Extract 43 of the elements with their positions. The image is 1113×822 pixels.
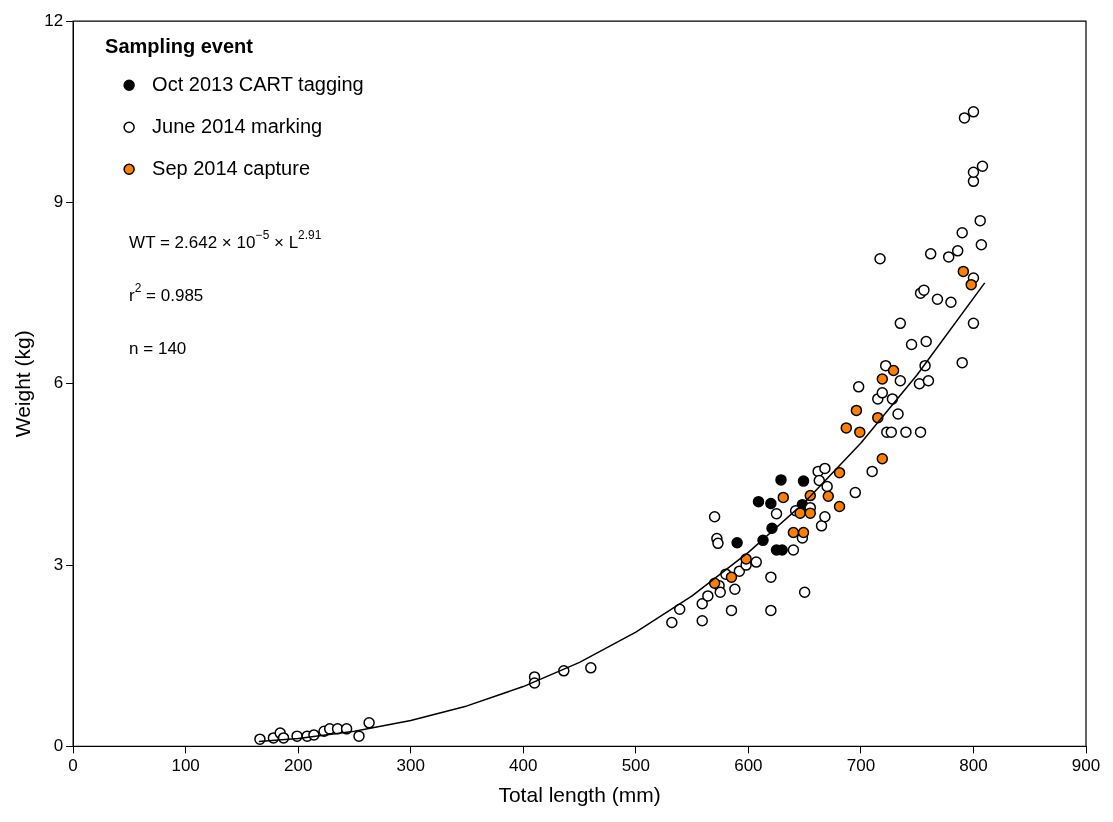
point bbox=[777, 491, 790, 504]
x-tick-label: 0 bbox=[68, 756, 78, 776]
point bbox=[797, 475, 810, 487]
y-tick-label: 12 bbox=[44, 10, 64, 30]
point bbox=[765, 497, 777, 510]
x-tick-label: 400 bbox=[509, 756, 538, 776]
x-tick-label: 900 bbox=[1071, 756, 1101, 776]
legend-label: Oct 2013 CART tagging bbox=[152, 72, 364, 95]
legend-label: June 2014 marking bbox=[152, 114, 323, 137]
legend-title: Sampling event bbox=[105, 34, 254, 57]
point bbox=[876, 373, 889, 385]
x-tick-label: 300 bbox=[396, 756, 425, 776]
point bbox=[957, 265, 970, 278]
point bbox=[731, 536, 743, 549]
point bbox=[775, 474, 787, 486]
y-axis-title: Weight (kg) bbox=[11, 330, 35, 438]
point bbox=[797, 526, 810, 539]
y-tick-label: 9 bbox=[53, 192, 64, 212]
y-tick-label: 0 bbox=[53, 736, 64, 756]
x-tick-label: 600 bbox=[734, 756, 763, 776]
y-tick-label: 3 bbox=[53, 554, 64, 574]
point bbox=[804, 507, 817, 519]
point bbox=[965, 278, 977, 291]
x-tick-label: 200 bbox=[284, 756, 313, 776]
point bbox=[725, 571, 738, 583]
point bbox=[787, 526, 800, 539]
annotation: n = 140 bbox=[129, 338, 187, 358]
point bbox=[794, 507, 806, 519]
point bbox=[833, 500, 846, 513]
x-tick-label: 500 bbox=[621, 756, 651, 776]
x-tick-label: 100 bbox=[171, 756, 200, 776]
point bbox=[854, 426, 866, 438]
x-axis-title: Total length (mm) bbox=[498, 783, 661, 807]
point bbox=[840, 422, 853, 434]
point bbox=[887, 364, 900, 377]
legend-label: Sep 2014 capture bbox=[152, 156, 311, 179]
y-tick-label: 6 bbox=[53, 373, 64, 393]
point bbox=[876, 452, 889, 465]
x-tick-label: 800 bbox=[959, 756, 988, 776]
x-tick-label: 700 bbox=[846, 756, 876, 776]
point bbox=[850, 404, 863, 417]
point bbox=[822, 490, 835, 502]
point bbox=[752, 495, 765, 508]
